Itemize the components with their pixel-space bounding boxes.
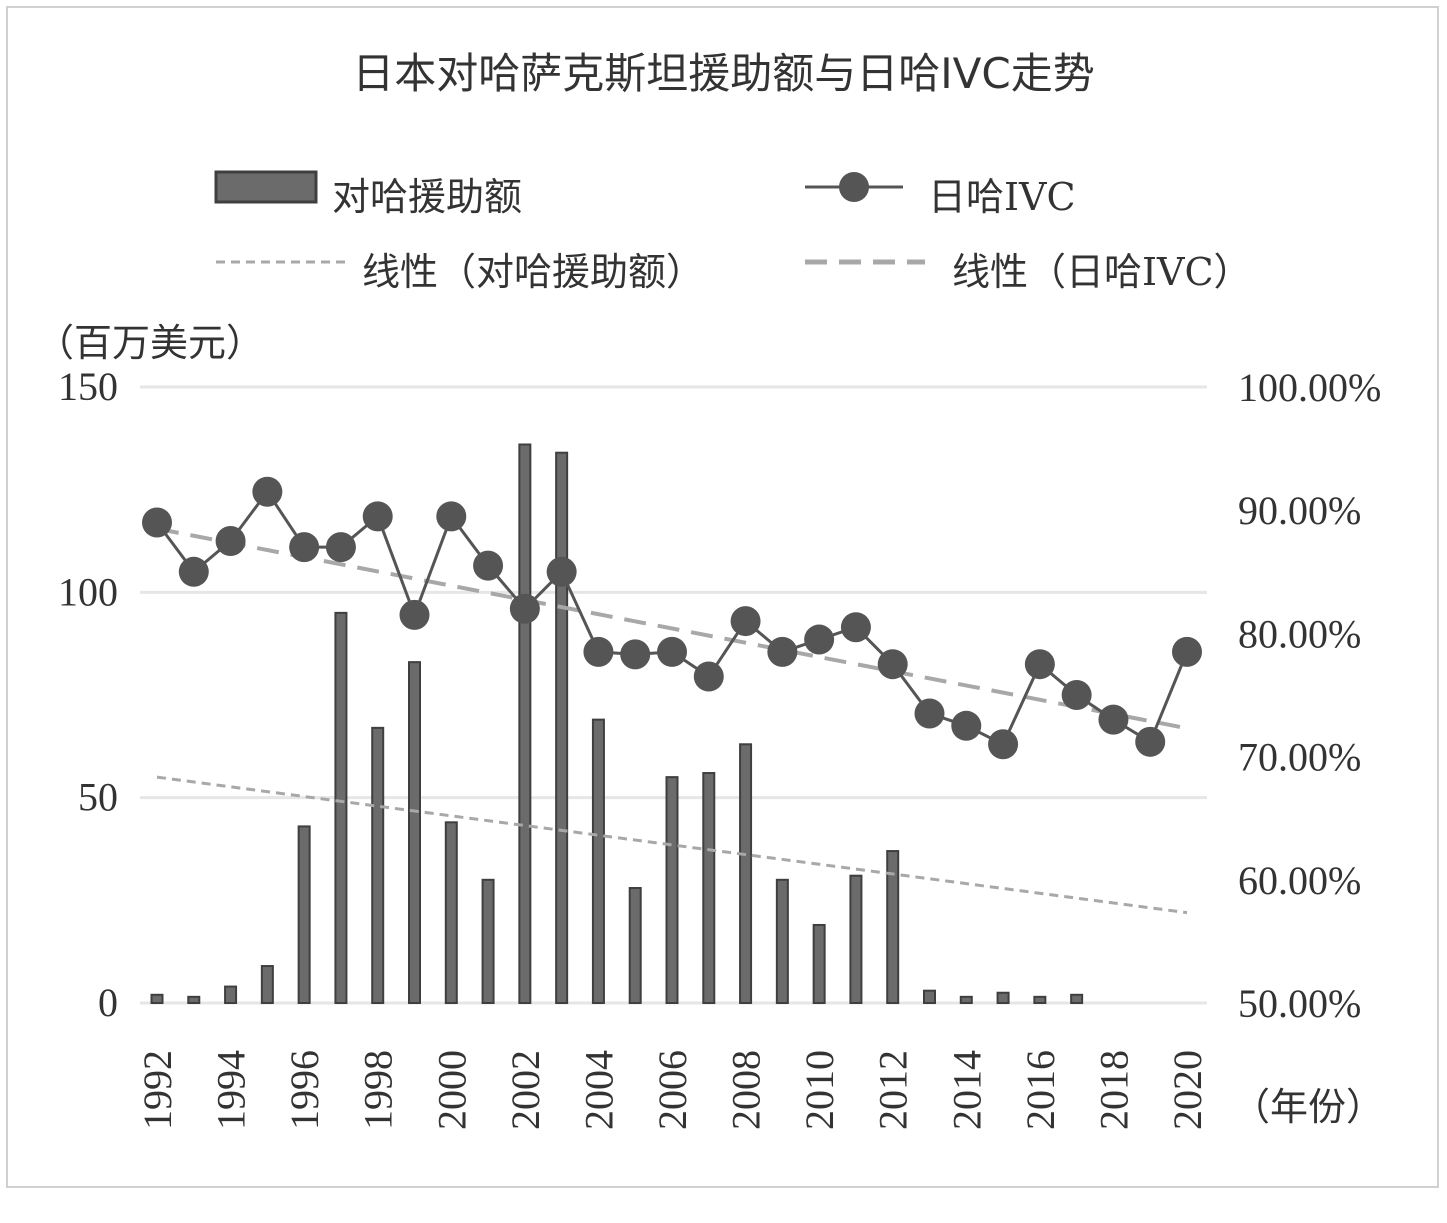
ivc-point-2007 (693, 661, 724, 692)
bar-1997 (334, 611, 348, 1004)
trend-ivc (156, 526, 1188, 731)
ivc-point-2005 (620, 639, 651, 670)
x-tick-label: 2020 (1165, 1050, 1210, 1130)
bar-series (150, 443, 1084, 1005)
bar-2013 (923, 989, 936, 1004)
ivc-point-2012 (877, 649, 908, 680)
bar-2007 (702, 772, 716, 1004)
legend-label-aid: 对哈援助额 (332, 175, 523, 219)
right-tick-label: 80.00% (1238, 611, 1361, 656)
ivc-point-1993 (178, 556, 209, 587)
legend-label-ivc: 日哈IVC (928, 175, 1076, 219)
left-tick-label: 50 (78, 775, 118, 820)
right-tick-label: 90.00% (1238, 488, 1361, 533)
right-tick-label: 50.00% (1238, 981, 1361, 1026)
bar-2004 (591, 718, 605, 1004)
bar-1995 (260, 965, 274, 1004)
x-tick-label: 2012 (871, 1050, 916, 1130)
bar-2010 (812, 923, 826, 1004)
ivc-line (155, 489, 1189, 747)
ivc-point-2001 (473, 550, 504, 581)
ivc-point-2015 (988, 729, 1019, 760)
left-tick-label: 0 (98, 980, 118, 1025)
bar-2009 (775, 878, 789, 1004)
x-tick-label: 2000 (429, 1050, 474, 1130)
ivc-line-series (142, 476, 1202, 760)
x-tick-label: 2004 (576, 1050, 621, 1130)
ivc-point-1999 (399, 599, 430, 630)
ivc-point-1996 (289, 532, 320, 563)
ivc-point-2014 (951, 710, 982, 741)
ivc-point-1998 (362, 501, 393, 532)
ivc-point-1995 (252, 476, 283, 507)
bar-2005 (628, 887, 642, 1004)
bar-2016 (1033, 995, 1047, 1005)
ivc-point-2003 (546, 556, 577, 587)
bar-1998 (371, 726, 385, 1004)
bar-1993 (187, 995, 201, 1005)
ivc-point-2018 (1098, 704, 1129, 735)
x-tick-label: 2008 (724, 1050, 769, 1130)
bar-1992 (150, 993, 164, 1005)
bar-2008 (739, 743, 753, 1005)
ivc-point-2019 (1135, 726, 1166, 757)
right-tick-label: 70.00% (1238, 735, 1361, 780)
bar-2011 (849, 874, 863, 1005)
x-tick-label: 2014 (944, 1050, 989, 1130)
right-tick-label: 100.00% (1238, 365, 1381, 410)
ivc-point-2011 (840, 612, 871, 643)
x-tick-label: 2016 (1018, 1050, 1063, 1130)
ivc-point-2013 (914, 698, 945, 729)
legend-label-ivc-trend: 线性（日哈IVC） (952, 250, 1252, 294)
legend-label-aid-trend: 线性（对哈援助额） (362, 250, 705, 294)
tick-labels: 0 50 100 150 50.00% 60.00% 70.00% 80.00% 90.00% 1… (58, 364, 1381, 1130)
bar-2003 (555, 451, 569, 1004)
ivc-point-2017 (1061, 680, 1092, 710)
x-tick-label: 2018 (1091, 1050, 1136, 1130)
bar-2002 (518, 443, 532, 1004)
ivc-point-2020 (1172, 636, 1202, 667)
trend-aid (156, 775, 1188, 915)
left-tick-label: 100 (58, 569, 118, 614)
ivc-point-2009 (767, 636, 798, 667)
x-tick-label: 1998 (356, 1050, 401, 1130)
x-tick-label: 1994 (209, 1050, 254, 1130)
x-tick-label: 2006 (650, 1050, 695, 1130)
bar-2000 (444, 821, 458, 1004)
x-axis-unit: （年份） (1232, 1085, 1385, 1129)
bar-2015 (996, 991, 1010, 1005)
legend-marks (214, 170, 925, 265)
chart-title: 日本对哈萨克斯坦援助额与日哈IVC走势 (352, 49, 1095, 98)
ivc-point-1997 (325, 532, 356, 563)
legend-swatch-aid (214, 170, 318, 204)
bar-2012 (886, 850, 900, 1005)
ivc-point-1994 (215, 526, 246, 556)
bar-2014 (959, 995, 973, 1005)
bar-1999 (408, 661, 421, 1004)
x-tick-label: 2010 (797, 1050, 842, 1130)
bar-2006 (665, 776, 679, 1005)
trend-lines (156, 526, 1188, 915)
ivc-point-2000 (436, 501, 467, 532)
ivc-point-2002 (509, 593, 540, 624)
ivc-point-2008 (730, 606, 761, 637)
x-tick-label: 1996 (282, 1050, 327, 1130)
bar-1996 (297, 825, 311, 1004)
x-tick-label: 2002 (503, 1050, 548, 1130)
ivc-point-2004 (583, 636, 614, 667)
right-tick-label: 60.00% (1238, 858, 1361, 903)
left-axis-unit: （百万美元） (36, 321, 265, 365)
ivc-point-2016 (1024, 649, 1055, 680)
bar-2001 (481, 878, 495, 1004)
x-tick-label: 1992 (135, 1050, 180, 1130)
legend-swatch-ivc-marker (839, 172, 869, 202)
ivc-point-2010 (804, 624, 835, 655)
ivc-point-2006 (657, 636, 687, 667)
bar-2017 (1070, 993, 1084, 1005)
bar-1994 (224, 985, 238, 1004)
left-tick-label: 150 (58, 364, 118, 409)
ivc-point-1992 (142, 507, 172, 538)
